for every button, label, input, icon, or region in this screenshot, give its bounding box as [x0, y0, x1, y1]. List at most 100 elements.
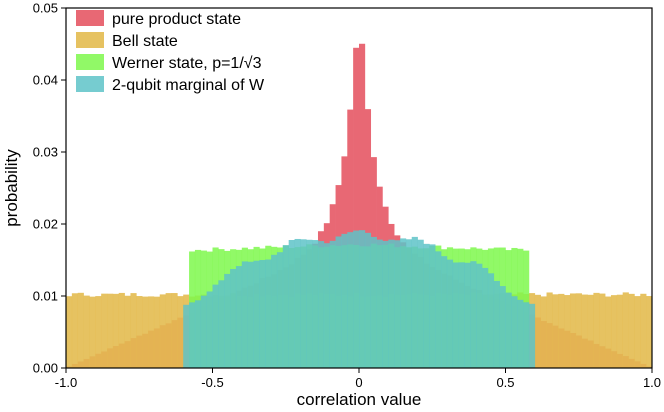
bar: [288, 240, 295, 368]
bar: [77, 292, 84, 368]
bar: [230, 268, 237, 368]
bar: [271, 254, 278, 368]
legend-swatch: [76, 76, 104, 92]
bar: [417, 239, 424, 368]
bar: [493, 280, 500, 368]
bar: [235, 266, 243, 368]
bar: [435, 251, 442, 368]
bar: [159, 294, 166, 368]
bar: [470, 261, 477, 368]
axes: -1.0 -0.5 0 0.5 1.0 0.00 0.01 0.02 0.03 0.04 0.05: [33, 1, 661, 391]
legend-label: Werner state, p=1/√3: [112, 55, 262, 72]
bar: [247, 261, 254, 368]
bar: [405, 239, 413, 368]
bar: [593, 292, 600, 368]
bar: [218, 280, 225, 368]
bar: [112, 293, 120, 368]
bar: [323, 243, 330, 368]
bar: [581, 294, 588, 368]
legend-label: Bell state: [112, 33, 178, 50]
bar: [534, 294, 541, 368]
x-tick-label: 0: [355, 375, 362, 390]
bar: [528, 303, 536, 368]
bar: [564, 295, 571, 368]
bar: [628, 293, 635, 368]
bar: [482, 267, 489, 368]
bar: [364, 232, 372, 368]
bar: [376, 239, 383, 368]
bar: [394, 240, 401, 368]
bar: [171, 293, 178, 368]
y-tick-label: 0.02: [33, 217, 58, 232]
bar: [359, 230, 366, 368]
x-tick-label: 0.5: [496, 375, 514, 390]
bar: [616, 294, 623, 368]
bar: [487, 273, 495, 368]
legend-swatch: [76, 10, 104, 26]
bar: [634, 296, 641, 368]
bar: [499, 286, 506, 368]
bar: [136, 296, 143, 368]
series-3: [183, 230, 536, 368]
legend-swatch: [76, 32, 104, 48]
bar: [546, 292, 553, 368]
bar: [382, 240, 389, 368]
bar: [259, 260, 266, 368]
bar: [569, 293, 577, 368]
bar: [476, 263, 483, 368]
bar: [312, 240, 319, 368]
bar: [341, 233, 348, 368]
bar: [130, 293, 137, 368]
bar: [622, 292, 629, 368]
bar: [66, 296, 73, 368]
bar: [441, 256, 448, 368]
y-tick-label: 0.04: [33, 73, 58, 88]
bar: [335, 236, 342, 368]
bar: [101, 293, 108, 368]
bar: [212, 284, 219, 368]
bar: [148, 296, 155, 368]
bar: [142, 296, 149, 368]
bar: [89, 296, 96, 368]
bar: [118, 292, 125, 368]
bar: [359, 43, 366, 368]
legend: pure product state Bell state Werner state…: [76, 10, 265, 94]
legend-label: pure product state: [112, 11, 241, 28]
bar: [107, 293, 114, 368]
x-tick-label: -1.0: [55, 375, 77, 390]
bar: [317, 241, 325, 368]
bar: [276, 252, 284, 368]
bar: [423, 243, 430, 368]
bar: [575, 293, 582, 368]
bar: [189, 302, 196, 368]
x-axis-label: correlation value: [297, 390, 422, 409]
bar: [206, 291, 213, 368]
bar: [241, 261, 248, 368]
bar: [511, 296, 518, 368]
bar: [540, 296, 547, 368]
x-tick-label: 1.0: [643, 375, 661, 390]
y-tick-label: 0.03: [33, 145, 58, 160]
bar: [640, 293, 647, 368]
bar: [599, 293, 606, 368]
bar: [429, 244, 436, 368]
bar: [224, 273, 231, 368]
y-tick-label: 0.00: [33, 361, 58, 376]
bar: [388, 239, 395, 368]
bar: [605, 296, 612, 368]
legend-label-sqrt: √3: [244, 55, 262, 72]
bar: [347, 232, 354, 368]
bar: [552, 294, 559, 368]
bar: [464, 262, 471, 368]
bar: [452, 262, 459, 368]
histogram-bars: [66, 43, 653, 369]
legend-swatch: [76, 54, 104, 70]
y-tick-label: 0.01: [33, 289, 58, 304]
bar: [306, 239, 313, 368]
bar: [400, 238, 407, 368]
legend-label: 2-qubit marginal of W: [112, 77, 265, 94]
bar: [83, 295, 90, 368]
bar: [446, 259, 454, 368]
bar: [95, 296, 102, 368]
